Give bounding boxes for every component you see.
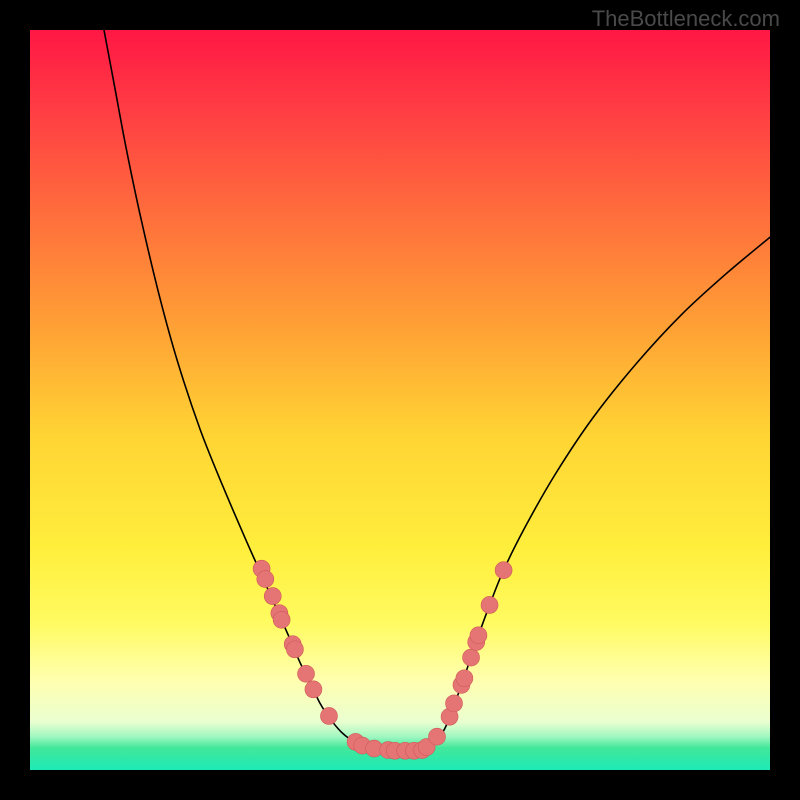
data-marker xyxy=(305,681,322,698)
data-marker xyxy=(429,728,446,745)
bottleneck-chart xyxy=(30,30,770,770)
data-marker xyxy=(257,571,274,588)
data-marker xyxy=(446,695,463,712)
chart-canvas xyxy=(30,30,770,770)
data-marker xyxy=(286,641,303,658)
data-marker xyxy=(456,670,473,687)
data-marker xyxy=(320,707,337,724)
data-marker xyxy=(495,562,512,579)
data-marker xyxy=(470,627,487,644)
gradient-background xyxy=(30,30,770,770)
data-marker xyxy=(264,588,281,605)
watermark-text: TheBottleneck.com xyxy=(592,6,780,32)
data-marker xyxy=(463,649,480,666)
data-marker xyxy=(273,611,290,628)
data-marker xyxy=(481,596,498,613)
data-marker xyxy=(298,665,315,682)
